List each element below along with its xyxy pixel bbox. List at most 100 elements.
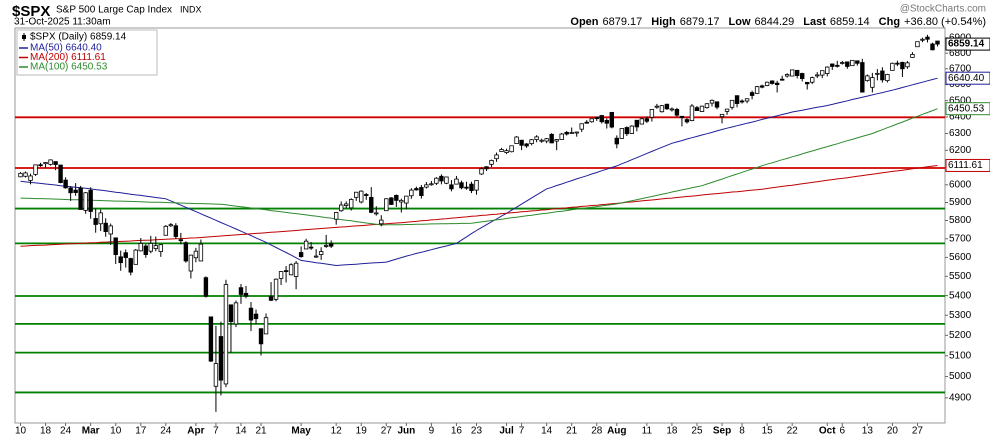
candle-body (584, 121, 589, 124)
candle-body (744, 98, 750, 102)
candle-body (223, 284, 229, 385)
candle-body (729, 99, 735, 108)
chart-subtitle: S&P 500 Large Cap Index (56, 5, 172, 16)
candle-body (308, 246, 314, 249)
candle-body (83, 192, 88, 211)
ma-line (20, 77, 938, 267)
x-tick-label: 9 (429, 426, 435, 437)
candle-body (273, 278, 279, 300)
x-tick-label: May (291, 426, 311, 437)
exchange: INDX (180, 4, 202, 14)
y-tick-label: 6200 (949, 145, 972, 156)
candle-body (539, 139, 544, 142)
quote-label: High (651, 16, 676, 28)
candle-body (870, 77, 875, 88)
x-tick-label: Apr (187, 426, 204, 437)
candle-body (133, 249, 138, 265)
candle-body (253, 313, 259, 320)
candle-body (108, 225, 113, 235)
candle-body (885, 74, 890, 82)
candle-body (399, 199, 404, 203)
candle-body (243, 292, 249, 297)
candle-body (599, 115, 604, 123)
candle-body (759, 85, 765, 88)
candle-body (183, 242, 189, 262)
y-tick-label: 5100 (949, 350, 972, 361)
candle-body (198, 243, 204, 262)
x-tick-label: 22 (787, 426, 799, 437)
candle-body (644, 118, 650, 122)
y-tick-label: 5700 (949, 233, 972, 244)
candle-body (434, 177, 439, 184)
candle-body (379, 219, 384, 225)
candle-body (805, 81, 810, 85)
candle-body (784, 74, 790, 77)
candle-body (574, 131, 579, 134)
candle-body (634, 119, 640, 128)
candle-body (233, 302, 239, 325)
candle-body (293, 262, 299, 277)
x-tick-label: 24 (60, 426, 72, 437)
quote-value: 6879.17 (603, 16, 643, 28)
candle-body (88, 189, 93, 212)
candle-body (153, 245, 158, 249)
candle-body (178, 239, 184, 242)
chart-title: $SPX (12, 3, 50, 20)
candle-body (915, 41, 920, 48)
y-tick-label: 6300 (949, 128, 972, 139)
candle-body (900, 61, 905, 70)
candle-body (609, 111, 614, 128)
candle-body (905, 62, 910, 68)
candle-body (464, 186, 469, 189)
candle-body (33, 164, 38, 175)
candle-body (58, 164, 63, 183)
candle-body (93, 218, 98, 225)
candle-body (639, 118, 645, 125)
candle-body (328, 242, 334, 247)
candle-body (689, 105, 695, 121)
candle-body (484, 166, 489, 170)
candle-body (404, 195, 409, 204)
x-tick-label: 15 (762, 426, 774, 437)
candle-body (248, 307, 254, 321)
quote-value: +36.80 (+0.54%) (904, 16, 986, 28)
candle-body (764, 81, 770, 86)
candle-body (48, 159, 53, 165)
candle-body (469, 183, 474, 192)
candle-body (103, 222, 108, 233)
candle-body (283, 270, 289, 273)
y-tick-label: 6800 (949, 48, 972, 59)
x-tick-label: 23 (471, 426, 483, 437)
candle-body (694, 107, 700, 111)
legend-label: $SPX (Daily) 6859.14 (30, 32, 127, 43)
candle-body (800, 73, 805, 79)
x-tick-label: Mar (82, 426, 100, 437)
candle-body (213, 363, 219, 387)
candle-body (63, 179, 68, 189)
candle-body (143, 245, 148, 255)
candle-body (313, 255, 319, 258)
candle-body (890, 62, 895, 71)
candle-body (594, 117, 599, 120)
candle-body (925, 36, 930, 40)
x-tick-label: 7 (213, 426, 219, 437)
candle-body (519, 139, 524, 146)
x-tick-label: 27 (381, 426, 393, 437)
candle-body (669, 108, 675, 111)
candle-body (288, 264, 294, 276)
candle-body (138, 242, 143, 252)
candle-body (654, 105, 660, 108)
candle-body (444, 176, 449, 184)
candle-body (895, 62, 900, 65)
candle-body (664, 103, 670, 110)
y-tick-label: 6500 (949, 95, 972, 106)
quote-label: Last (803, 16, 826, 28)
candle-body (504, 150, 509, 153)
x-tick-label: Aug (607, 426, 626, 437)
x-tick-label: Oct (819, 426, 836, 437)
candle-body (880, 70, 885, 81)
x-tick-label: Jun (397, 426, 415, 437)
candle-body (549, 133, 554, 144)
x-tick-label: 19 (356, 426, 368, 437)
